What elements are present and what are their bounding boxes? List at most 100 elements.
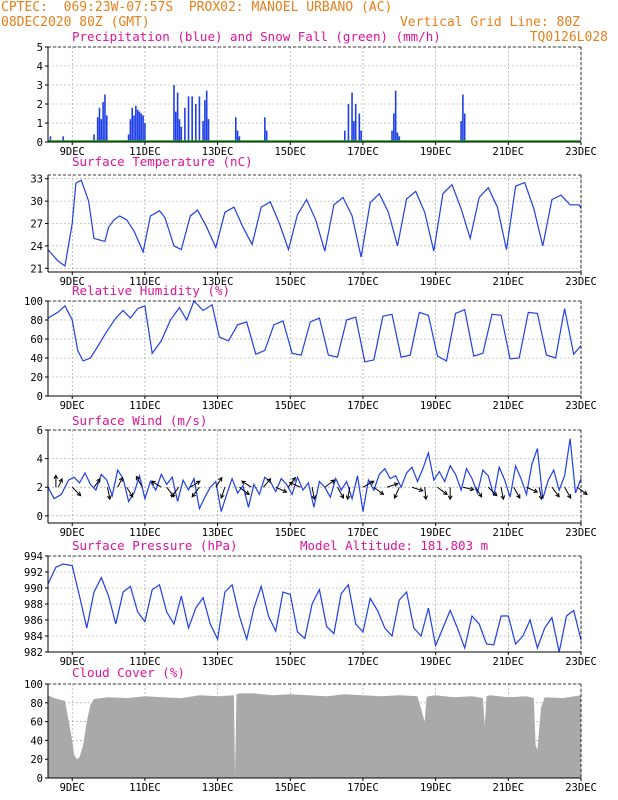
wind-vector bbox=[191, 486, 200, 498]
wind-vector bbox=[275, 486, 287, 493]
precip-bar bbox=[133, 115, 135, 142]
wind-vector bbox=[117, 477, 123, 488]
panel-precip: 0 1 2 3 4 5 9DEC 11DEC 13DEC 15DEC 17DEC 19DEC 21DEC… bbox=[37, 29, 597, 158]
wind-vector bbox=[151, 480, 162, 488]
wind-vector bbox=[386, 483, 398, 488]
wind-arrowhead bbox=[393, 482, 399, 487]
precip-bar bbox=[136, 109, 139, 142]
wind-arrowhead bbox=[58, 477, 63, 483]
precip-bar bbox=[187, 96, 190, 142]
wind-arrowhead bbox=[244, 490, 250, 496]
x-tick-label: 9DEC bbox=[60, 527, 85, 539]
wind-vector bbox=[346, 487, 351, 500]
precip-bar bbox=[234, 117, 237, 142]
precip-bar bbox=[135, 105, 137, 142]
wind-vector bbox=[324, 479, 335, 488]
x-tick-label: 15DEC bbox=[274, 656, 306, 668]
wind-vector bbox=[577, 486, 588, 495]
y-tick-label: 992 bbox=[24, 567, 43, 579]
panel-title: Precipitation (blue) and Snow Fall (gree… bbox=[72, 29, 441, 44]
pres-line bbox=[47, 563, 582, 653]
wind-vector bbox=[475, 486, 483, 498]
wind-vector bbox=[190, 480, 201, 488]
precip-bar bbox=[191, 96, 193, 142]
y-tick-label: 982 bbox=[24, 647, 43, 659]
precip-bar bbox=[347, 104, 350, 142]
x-tick-label: 9DEC bbox=[60, 400, 85, 412]
x-tick-label: 23DEC bbox=[565, 400, 597, 412]
wind-arrowhead bbox=[220, 494, 225, 500]
precip-bar bbox=[178, 119, 181, 142]
precip-bar bbox=[100, 119, 103, 142]
y-tick-label: 986 bbox=[24, 615, 43, 627]
precip-bar bbox=[198, 96, 201, 142]
precip-bar bbox=[127, 134, 130, 142]
x-tick-label: 23DEC bbox=[565, 527, 597, 539]
precip-bar bbox=[144, 123, 146, 142]
y-tick-label: 0 bbox=[37, 511, 43, 523]
y-tick-label: 4 bbox=[37, 454, 43, 466]
wind-arrowhead bbox=[170, 492, 176, 498]
panel-title: Cloud Cover (%) bbox=[72, 665, 185, 680]
wind-vector bbox=[171, 486, 180, 498]
wind-arrowhead bbox=[393, 494, 398, 499]
precip-bar bbox=[343, 130, 346, 142]
cloud-cover-area bbox=[48, 693, 581, 778]
y-tick-label: 3 bbox=[37, 80, 43, 92]
x-tick-label: 17DEC bbox=[347, 782, 379, 794]
x-tick-label: 23DEC bbox=[565, 276, 597, 288]
y-tick-label: 1 bbox=[37, 118, 43, 130]
y-tick-label: 100 bbox=[24, 296, 43, 308]
precip-bar bbox=[184, 107, 186, 142]
temp-line bbox=[47, 179, 582, 268]
x-tick-label: 19DEC bbox=[420, 400, 452, 412]
precip-bar bbox=[180, 126, 183, 142]
wind-vector bbox=[135, 476, 143, 488]
precip-bar bbox=[351, 92, 353, 142]
x-tick-label: 15DEC bbox=[274, 527, 306, 539]
precip-bar bbox=[205, 90, 208, 142]
y-tick-label: 994 bbox=[24, 551, 43, 563]
precip-bar bbox=[105, 115, 108, 142]
precip-bar bbox=[463, 113, 466, 142]
x-tick-label: 13DEC bbox=[202, 656, 234, 668]
x-tick-label: 23DEC bbox=[565, 782, 597, 794]
x-tick-label: 23DEC bbox=[565, 146, 597, 158]
x-tick-label: 21DEC bbox=[493, 527, 525, 539]
wind-vector bbox=[57, 478, 63, 488]
precip-bar bbox=[207, 119, 210, 142]
precip-bar bbox=[398, 136, 401, 142]
wind-vector bbox=[424, 487, 427, 500]
wind-vector bbox=[93, 478, 101, 488]
wind-arrowhead bbox=[566, 494, 572, 499]
precip-bar bbox=[176, 92, 179, 142]
wind-arrowhead bbox=[469, 486, 475, 492]
wind-arrowhead bbox=[53, 474, 59, 479]
x-tick-label: 15DEC bbox=[274, 400, 306, 412]
precip-bar bbox=[173, 85, 175, 142]
wind-arrowhead bbox=[118, 476, 124, 482]
wind-arrowhead bbox=[423, 495, 428, 501]
precip-bar bbox=[129, 119, 132, 142]
precip-bar bbox=[358, 113, 361, 142]
wind-vector bbox=[538, 487, 543, 500]
x-tick-label: 13DEC bbox=[202, 146, 234, 158]
wind-vector bbox=[437, 486, 448, 495]
wind-arrowhead bbox=[96, 477, 101, 483]
wind-vector bbox=[487, 486, 498, 496]
wind-arrowhead bbox=[129, 492, 134, 498]
wind-arrowhead bbox=[195, 480, 201, 485]
wind-vector bbox=[220, 487, 226, 499]
precip-bar bbox=[175, 111, 177, 142]
y-tick-label: 33 bbox=[30, 174, 43, 186]
y-tick-label: 988 bbox=[24, 599, 43, 611]
wind-vector bbox=[289, 481, 301, 488]
y-tick-label: 20 bbox=[30, 754, 43, 766]
wind-vector bbox=[411, 486, 423, 492]
wind-arrowhead bbox=[379, 490, 385, 496]
wind-vector bbox=[373, 486, 384, 495]
x-tick-label: 15DEC bbox=[274, 146, 306, 158]
y-tick-label: 40 bbox=[30, 735, 43, 747]
panel-title: Surface Temperature (nC) bbox=[72, 154, 253, 169]
wind-vector bbox=[337, 486, 344, 499]
